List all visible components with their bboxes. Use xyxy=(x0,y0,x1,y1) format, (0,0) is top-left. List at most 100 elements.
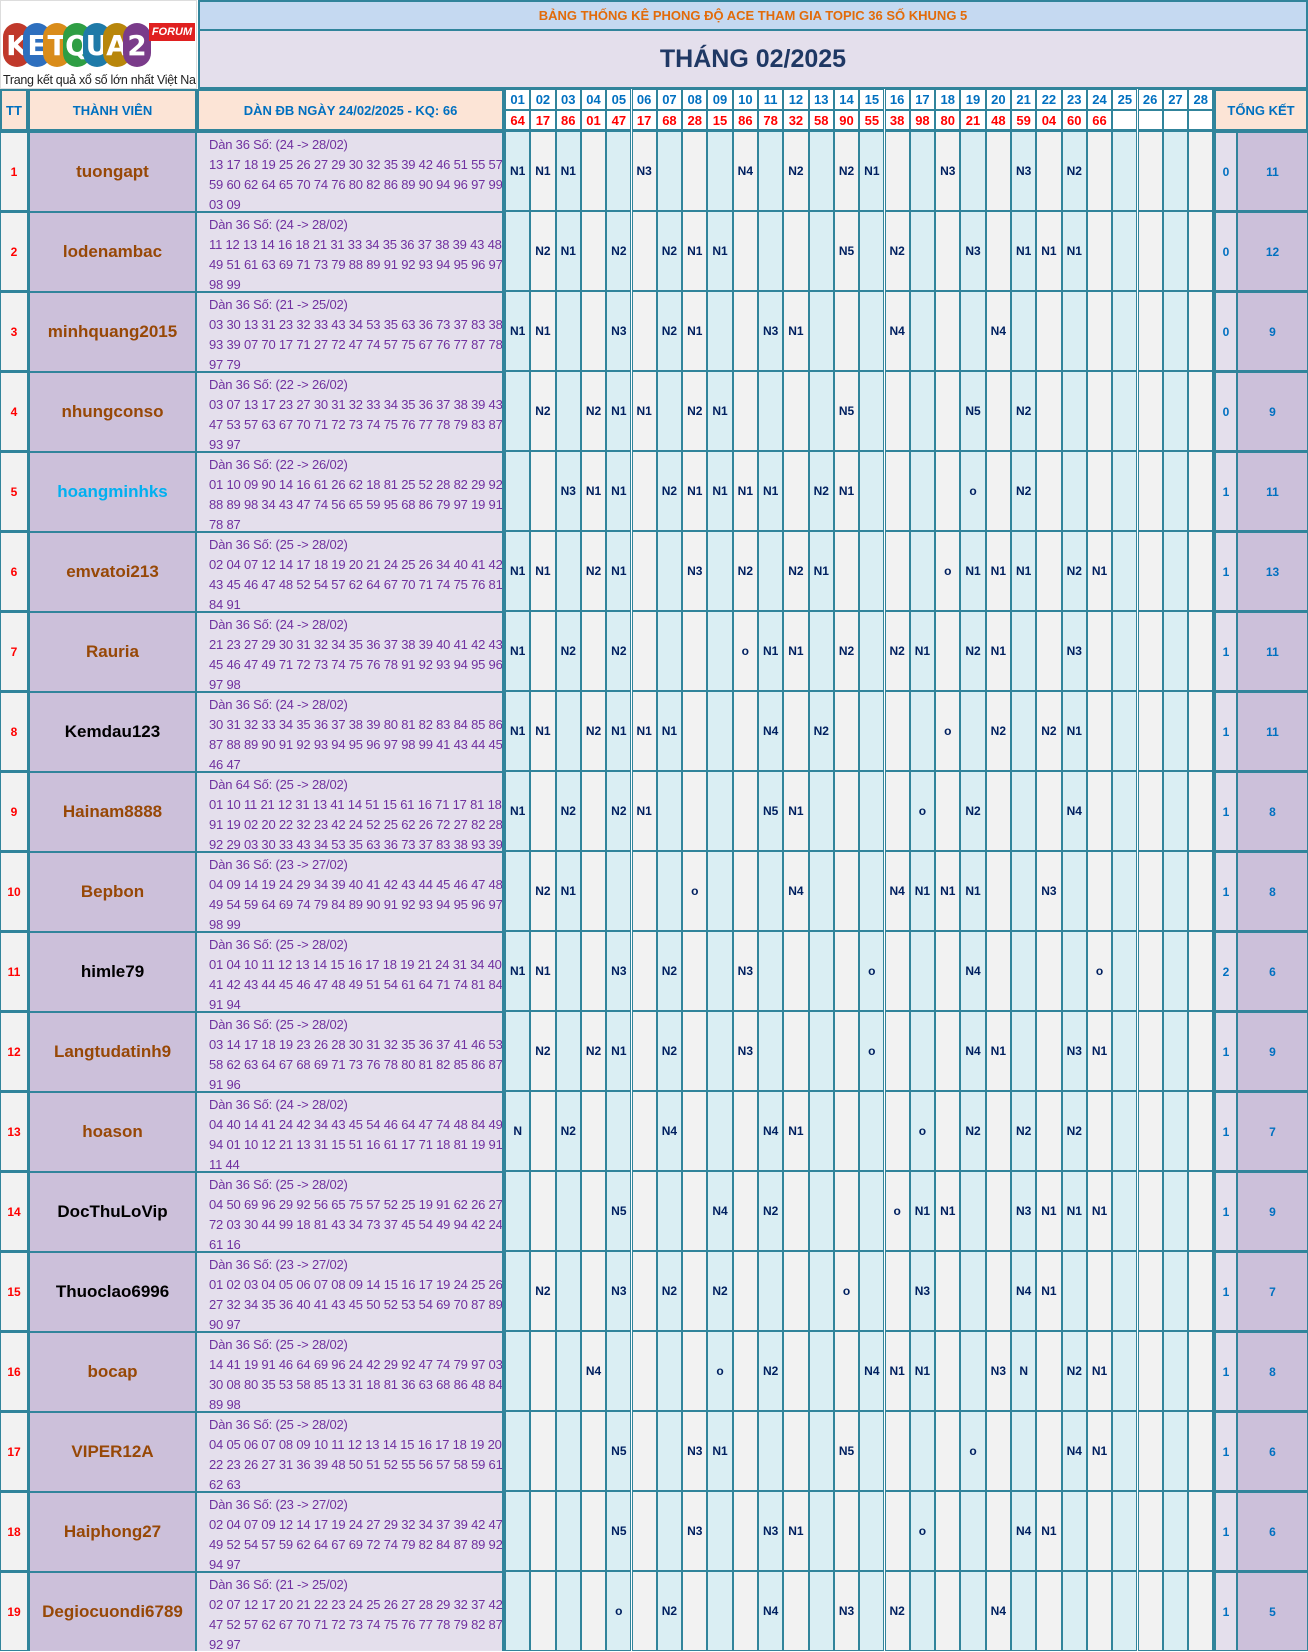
result-cell xyxy=(985,771,1011,851)
result-cell xyxy=(1036,531,1062,611)
result-cell xyxy=(1162,291,1189,371)
result-cell xyxy=(935,451,961,531)
member-name[interactable]: Langtudatinh9 xyxy=(28,1011,197,1091)
total-misses: 1 xyxy=(1213,1251,1237,1331)
total-hits: 11 xyxy=(1237,131,1308,211)
result-cell: N1 xyxy=(530,931,556,1011)
day-result: 48 xyxy=(985,110,1011,131)
result-cell: N5 xyxy=(758,771,784,851)
logo-letter: E xyxy=(23,23,51,67)
result-cell xyxy=(1137,851,1163,931)
result-cell: N1 xyxy=(985,531,1011,611)
total-hits: 12 xyxy=(1237,211,1308,291)
dan-numbers: Dàn 36 Số: (24 -> 28/02) 13 17 18 19 25 2… xyxy=(197,131,505,211)
result-cell xyxy=(555,1331,581,1411)
dan-line: Dàn 36 Số: (25 -> 28/02) xyxy=(209,1417,348,1432)
result-cell: o xyxy=(707,1331,733,1411)
result-cell: N1 xyxy=(833,451,860,531)
result-cell xyxy=(833,1171,860,1251)
result-cell xyxy=(1036,931,1062,1011)
result-cell xyxy=(682,1331,708,1411)
dan-line: 62 63 xyxy=(209,1477,241,1491)
dan-line: 41 42 43 44 45 46 47 48 49 51 54 61 64 7… xyxy=(209,977,503,992)
member-name[interactable]: minhquang2015 xyxy=(28,291,197,371)
result-cell: N5 xyxy=(833,371,860,451)
result-cell xyxy=(1011,1571,1037,1651)
table-row: 18 Haiphong27 Dàn 36 Số: (23 -> 27/02) 02 0… xyxy=(0,1491,1308,1571)
result-cell xyxy=(758,931,784,1011)
result-cell xyxy=(884,691,910,771)
result-cell xyxy=(732,1411,758,1491)
member-name[interactable]: Thuoclao6996 xyxy=(28,1251,197,1331)
member-name[interactable]: VIPER12A xyxy=(28,1411,197,1491)
result-cell xyxy=(758,531,784,611)
member-name[interactable]: hoason xyxy=(28,1091,197,1171)
member-name[interactable]: nhungconso xyxy=(28,371,197,451)
member-name[interactable]: bocap xyxy=(28,1331,197,1411)
result-cell xyxy=(960,1171,986,1251)
member-name[interactable]: emvatoi213 xyxy=(28,531,197,611)
day-header: 14 xyxy=(833,89,860,110)
member-name[interactable]: hoangminhks xyxy=(28,451,197,531)
result-cell xyxy=(985,211,1011,291)
result-cell xyxy=(884,531,910,611)
result-cell: N3 xyxy=(1036,851,1062,931)
day-header: 16 xyxy=(884,89,910,110)
member-name[interactable]: Kemdau123 xyxy=(28,691,197,771)
member-name[interactable]: Hainam8888 xyxy=(28,771,197,851)
result-cell xyxy=(909,211,936,291)
member-name[interactable]: DocThuLoVip xyxy=(28,1171,197,1251)
dan-line: 61 16 xyxy=(209,1237,241,1251)
result-cell: N2 xyxy=(884,611,910,691)
result-cell xyxy=(530,1491,556,1571)
result-cell xyxy=(631,531,657,611)
result-cell xyxy=(682,691,708,771)
day-header: 07 xyxy=(656,89,683,110)
result-cell xyxy=(1086,771,1113,851)
dan-line: 78 87 xyxy=(209,517,241,531)
result-cell xyxy=(909,371,936,451)
result-cell xyxy=(631,851,657,931)
result-cell: N2 xyxy=(960,1091,986,1171)
result-cell: N3 xyxy=(833,1571,860,1651)
member-name[interactable]: Rauria xyxy=(28,611,197,691)
result-cell: N4 xyxy=(960,931,986,1011)
day-result xyxy=(1162,110,1189,131)
member-name[interactable]: Haiphong27 xyxy=(28,1491,197,1571)
result-cell xyxy=(1061,1251,1087,1331)
result-cell xyxy=(1112,531,1138,611)
member-name[interactable]: tuongapt xyxy=(28,131,197,211)
result-cell xyxy=(732,1171,758,1251)
member-name[interactable]: Bepbon xyxy=(28,851,197,931)
result-cell: N2 xyxy=(808,691,834,771)
result-cell: N1 xyxy=(783,291,809,371)
member-name[interactable]: Degiocuondi6789 xyxy=(28,1571,197,1651)
result-cell xyxy=(1162,771,1189,851)
member-name[interactable]: himle79 xyxy=(28,931,197,1011)
result-cell xyxy=(1162,1251,1189,1331)
result-cell: N1 xyxy=(808,531,834,611)
member-name[interactable]: lodenambac xyxy=(28,211,197,291)
result-cell: N1 xyxy=(505,691,531,771)
day-result: 15 xyxy=(707,110,733,131)
result-cell: N2 xyxy=(606,771,632,851)
result-cell xyxy=(1137,1091,1163,1171)
row-number: 7 xyxy=(0,611,28,691)
result-cell: N2 xyxy=(1036,691,1062,771)
result-cell xyxy=(758,1011,784,1091)
day-header: 22 xyxy=(1036,89,1062,110)
result-cell: N1 xyxy=(884,1331,910,1411)
dan-line: 11 44 xyxy=(209,1157,240,1171)
result-cell xyxy=(783,1171,809,1251)
dan-line: 30 08 80 35 53 58 85 13 31 18 81 36 63 6… xyxy=(209,1377,503,1392)
result-cell xyxy=(580,291,607,371)
result-cell xyxy=(1112,611,1138,691)
result-cell xyxy=(1137,291,1163,371)
result-cell: N1 xyxy=(631,371,657,451)
result-cell: N2 xyxy=(682,371,708,451)
result-cell xyxy=(1162,531,1189,611)
result-cell xyxy=(1137,1331,1163,1411)
result-cell: N2 xyxy=(1011,1091,1037,1171)
result-cell xyxy=(808,1251,834,1331)
